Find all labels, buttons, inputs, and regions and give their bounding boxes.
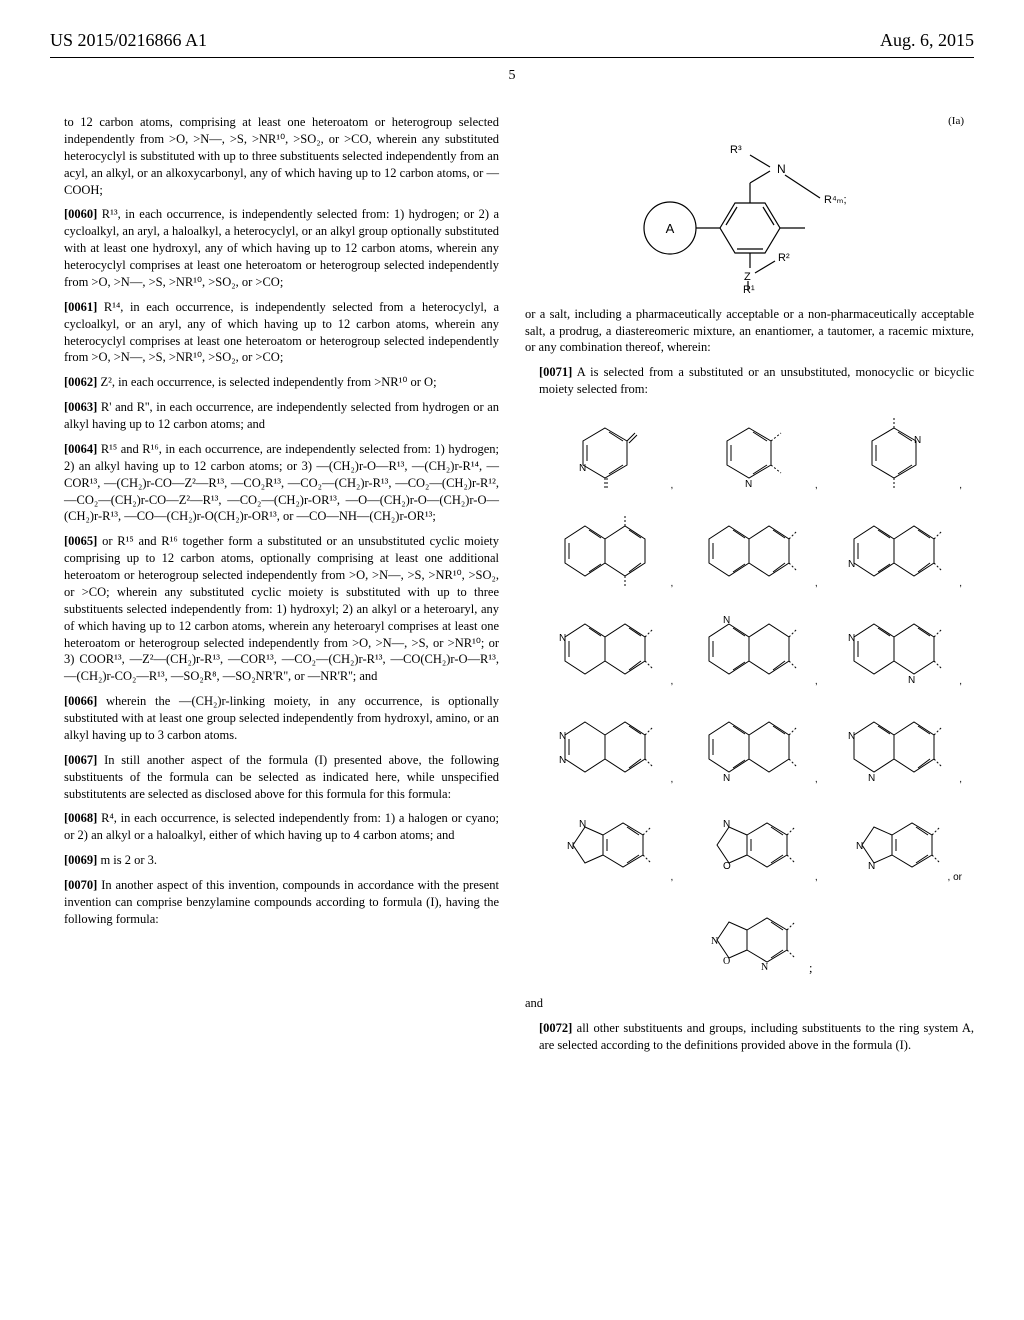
svg-text:N: N <box>723 615 730 626</box>
publication-number: US 2015/0216866 A1 <box>50 30 207 51</box>
para-index: [0070] <box>64 878 97 892</box>
struct-quinazoline: N N , <box>824 702 964 792</box>
struct-oxazolopyridine-row: N O N ; <box>525 900 974 985</box>
para-index: [0063] <box>64 400 97 414</box>
svg-text:O: O <box>723 956 730 967</box>
struct-naphthalene-1: , <box>535 506 675 596</box>
para-index: [0071] <box>539 365 572 379</box>
para-0061: [0061] R¹⁴, in each occurrence, is indep… <box>50 299 499 367</box>
para-index: [0067] <box>64 753 97 767</box>
svg-text:N: N <box>856 841 863 852</box>
para-index: [0072] <box>539 1021 572 1035</box>
svg-text:N: N <box>908 675 915 686</box>
formula-ia-label: (Ia) <box>525 114 974 129</box>
svg-text:N: N <box>848 731 855 742</box>
para-0069: [0069] m is 2 or 3. <box>50 852 499 869</box>
para-0062: [0062] Z², in each occurrence, is select… <box>50 374 499 391</box>
para-index: [0066] <box>64 694 97 708</box>
svg-text:R⁴ₘ;: R⁴ₘ; <box>824 194 847 206</box>
svg-text:N: N <box>848 633 855 644</box>
para-0064: [0064] R¹⁵ and R¹⁶, in each occurrence, … <box>50 441 499 525</box>
page-number: 5 <box>50 68 974 84</box>
struct-pyridine-4: N , <box>824 408 964 498</box>
svg-text:N: N <box>723 773 730 784</box>
svg-text:N: N <box>711 936 718 947</box>
svg-text:N: N <box>914 435 921 446</box>
struct-quinoxaline-1: N N , <box>535 702 675 792</box>
para-index: [0061] <box>64 300 97 314</box>
struct-naphthalene-2: , <box>679 506 819 596</box>
svg-text:N: N <box>848 559 855 570</box>
publication-date: Aug. 6, 2015 <box>880 30 974 51</box>
para-0070: [0070] In another aspect of this inventi… <box>50 877 499 928</box>
para-0066: [0066] wherein the —(CH₂)r-linking moiet… <box>50 693 499 744</box>
para-0071: [0071] A is selected from a substituted … <box>525 364 974 398</box>
para-0063: [0063] R' and R'', in each occurrence, a… <box>50 399 499 433</box>
svg-text:N: N <box>559 731 566 742</box>
right-column: (Ia) A N R³ <box>525 114 974 1062</box>
struct-naphthyridine: N N , <box>824 604 964 694</box>
structures-grid: N , N , <box>525 408 974 890</box>
svg-text:N: N <box>868 861 875 872</box>
struct-pyridine-2: N , <box>535 408 675 498</box>
para-0072: [0072] all other substituents and groups… <box>525 1020 974 1054</box>
para-index: [0060] <box>64 207 97 221</box>
struct-benzimidazole: N N , <box>535 800 675 890</box>
svg-text:R¹: R¹ <box>743 284 755 293</box>
and-text: and <box>525 995 974 1012</box>
formula-ia-diagram: A N R³ R⁴ₘ; Z <box>525 133 974 298</box>
formula-label-A: A <box>665 221 674 236</box>
para-index: [0068] <box>64 811 97 825</box>
struct-quinoline-2: N , <box>679 604 819 694</box>
para-0065: [0065] or R¹⁵ and R¹⁶ together form a su… <box>50 533 499 685</box>
struct-benzoxazole: N O , <box>679 800 819 890</box>
struct-isoquinoline: N , <box>535 604 675 694</box>
svg-text:N: N <box>559 755 566 766</box>
struct-isoquinoline-2: N , <box>679 702 819 792</box>
svg-text:O: O <box>723 861 731 872</box>
svg-text:N: N <box>745 479 752 490</box>
para-continued: to 12 carbon atoms, comprising at least … <box>50 114 499 198</box>
para-0067: [0067] In still another aspect of the fo… <box>50 752 499 803</box>
svg-text:N: N <box>579 463 586 474</box>
svg-text:N: N <box>723 819 730 830</box>
svg-text:N: N <box>868 773 875 784</box>
para-index: [0062] <box>64 375 97 389</box>
para-index: [0069] <box>64 853 97 867</box>
struct-pyridine-3: N , <box>679 408 819 498</box>
svg-text:N: N <box>567 841 574 852</box>
svg-text:N: N <box>761 962 768 973</box>
struct-indazole: N N , or <box>824 800 964 890</box>
svg-text:N: N <box>777 162 786 176</box>
svg-text:N: N <box>579 819 586 830</box>
left-column: to 12 carbon atoms, comprising at least … <box>50 114 499 1062</box>
para-0068: [0068] R⁴, in each occurrence, is select… <box>50 810 499 844</box>
svg-text:N: N <box>559 633 566 644</box>
para-salt: or a salt, including a pharmaceutically … <box>525 306 974 357</box>
para-index: [0065] <box>64 534 97 548</box>
svg-text:R²: R² <box>778 252 790 264</box>
struct-quinoline-1: N , <box>824 506 964 596</box>
svg-text:R³: R³ <box>730 144 742 156</box>
para-0060: [0060] R¹³, in each occurrence, is indep… <box>50 206 499 290</box>
page-header: US 2015/0216866 A1 Aug. 6, 2015 <box>50 30 974 58</box>
para-index: [0064] <box>64 442 97 456</box>
